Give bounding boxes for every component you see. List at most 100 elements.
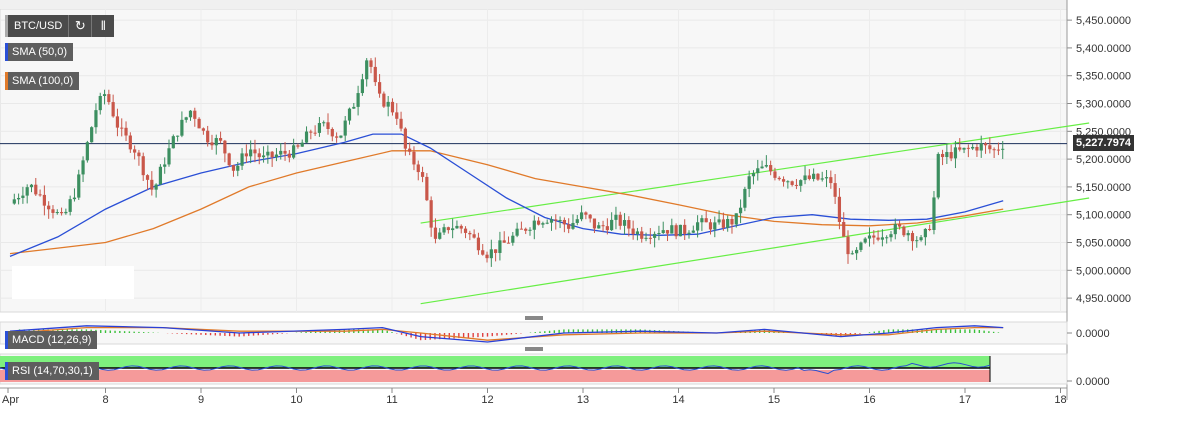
candle-body bbox=[605, 226, 609, 231]
candle-body bbox=[743, 188, 747, 208]
candle-body bbox=[90, 127, 94, 143]
candle-body bbox=[283, 150, 287, 154]
candle-body bbox=[511, 235, 515, 243]
legend-sma50[interactable]: SMA (50,0) bbox=[5, 43, 74, 61]
candle-body bbox=[756, 168, 760, 174]
candle-body bbox=[72, 197, 77, 200]
main-panel bbox=[0, 0, 1068, 313]
candle-body bbox=[781, 179, 786, 182]
legend-rsi[interactable]: RSI (14,70,30,1) bbox=[5, 362, 99, 380]
x-tick-label: 18 bbox=[1054, 394, 1066, 406]
candle-body bbox=[133, 149, 137, 153]
x-tick-label: 13 bbox=[577, 394, 589, 406]
candle-body bbox=[519, 228, 524, 230]
candle-body bbox=[567, 224, 571, 229]
candle-body bbox=[910, 233, 915, 242]
candle-body bbox=[102, 94, 107, 97]
legend-macd[interactable]: MACD (12,26,9) bbox=[5, 331, 98, 349]
symbol-label[interactable]: BTC/USD bbox=[5, 15, 69, 37]
candle-body bbox=[502, 240, 506, 243]
candle-body bbox=[498, 240, 502, 253]
candle-body bbox=[897, 224, 902, 227]
current-price-tag: 5,227.7974 bbox=[1073, 135, 1135, 151]
candle-body bbox=[515, 228, 519, 236]
candle-body bbox=[227, 153, 231, 166]
candle-body bbox=[524, 228, 528, 231]
candlesticks bbox=[12, 57, 1005, 267]
candle-body bbox=[386, 101, 390, 107]
legend-sma100[interactable]: SMA (100,0) bbox=[5, 72, 80, 90]
candle-body bbox=[549, 219, 554, 223]
time-axis: Apr 8 9 10 11 12 13 14 15 16 17 18 bbox=[0, 387, 1067, 406]
candle-body bbox=[85, 142, 89, 161]
candle-body bbox=[485, 254, 489, 259]
candle-body bbox=[700, 218, 704, 223]
y-tick-label: 5,200.0000 bbox=[1076, 154, 1131, 166]
candle-body bbox=[25, 187, 29, 196]
candle-body bbox=[356, 93, 360, 107]
candle-body bbox=[893, 224, 897, 235]
macd-panel: 0.0000 bbox=[0, 316, 1110, 351]
candle-body bbox=[940, 153, 945, 158]
candle-body bbox=[885, 237, 889, 239]
candle-body bbox=[614, 214, 618, 220]
candle-body bbox=[292, 145, 296, 158]
candle-body bbox=[249, 149, 253, 157]
refresh-icon[interactable]: ↻ bbox=[68, 15, 92, 37]
candle-body bbox=[777, 177, 781, 180]
candle-body bbox=[786, 181, 790, 183]
candle-body bbox=[296, 145, 300, 147]
candle-body bbox=[597, 225, 601, 229]
candle-body bbox=[214, 138, 218, 146]
candle-body bbox=[975, 146, 979, 151]
rsi-y-label: 0.0000 bbox=[1076, 376, 1110, 388]
candle-body bbox=[64, 211, 68, 214]
candle-body bbox=[803, 175, 807, 181]
candle-body bbox=[945, 152, 949, 158]
candle-body bbox=[369, 60, 373, 67]
candle-body bbox=[266, 151, 270, 156]
candle-body bbox=[932, 197, 936, 230]
candle-body bbox=[390, 101, 395, 113]
candle-body bbox=[824, 177, 829, 179]
candle-body bbox=[171, 136, 175, 149]
candle-body bbox=[274, 154, 279, 158]
candle-body bbox=[42, 194, 46, 206]
candle-body bbox=[176, 135, 180, 137]
candle-body bbox=[713, 222, 717, 230]
candle-body bbox=[373, 66, 377, 83]
candle-body bbox=[962, 147, 966, 150]
candle-body bbox=[923, 228, 927, 238]
candle-body bbox=[571, 222, 575, 229]
candle-body bbox=[640, 231, 644, 239]
candle-body bbox=[670, 225, 674, 234]
candle-body bbox=[141, 156, 145, 176]
candle-body bbox=[442, 227, 446, 233]
candle-body bbox=[812, 173, 816, 179]
candle-body bbox=[163, 164, 167, 167]
candle-body bbox=[120, 127, 124, 129]
candle-body bbox=[77, 174, 81, 198]
candle-body bbox=[339, 135, 343, 138]
candle-body bbox=[279, 150, 283, 155]
bar-chart-icon[interactable]: ‖ bbox=[91, 15, 115, 37]
candle-body bbox=[98, 96, 102, 111]
candle-body bbox=[438, 232, 442, 239]
candle-body bbox=[760, 166, 764, 169]
candle-body bbox=[94, 110, 98, 128]
candle-body bbox=[145, 175, 150, 180]
candle-body bbox=[455, 225, 459, 229]
candle-body bbox=[244, 153, 248, 157]
candle-body bbox=[902, 226, 906, 236]
y-tick-label: 5,100.0000 bbox=[1076, 210, 1131, 222]
candle-body bbox=[197, 118, 201, 129]
candle-body bbox=[601, 225, 605, 227]
candle-body bbox=[115, 116, 120, 128]
y-tick-label: 5,450.0000 bbox=[1076, 15, 1131, 27]
candle-body bbox=[399, 118, 403, 129]
candle-body bbox=[451, 228, 455, 231]
candle-body bbox=[833, 183, 837, 197]
candle-body bbox=[966, 147, 970, 149]
candle-body bbox=[180, 119, 184, 136]
